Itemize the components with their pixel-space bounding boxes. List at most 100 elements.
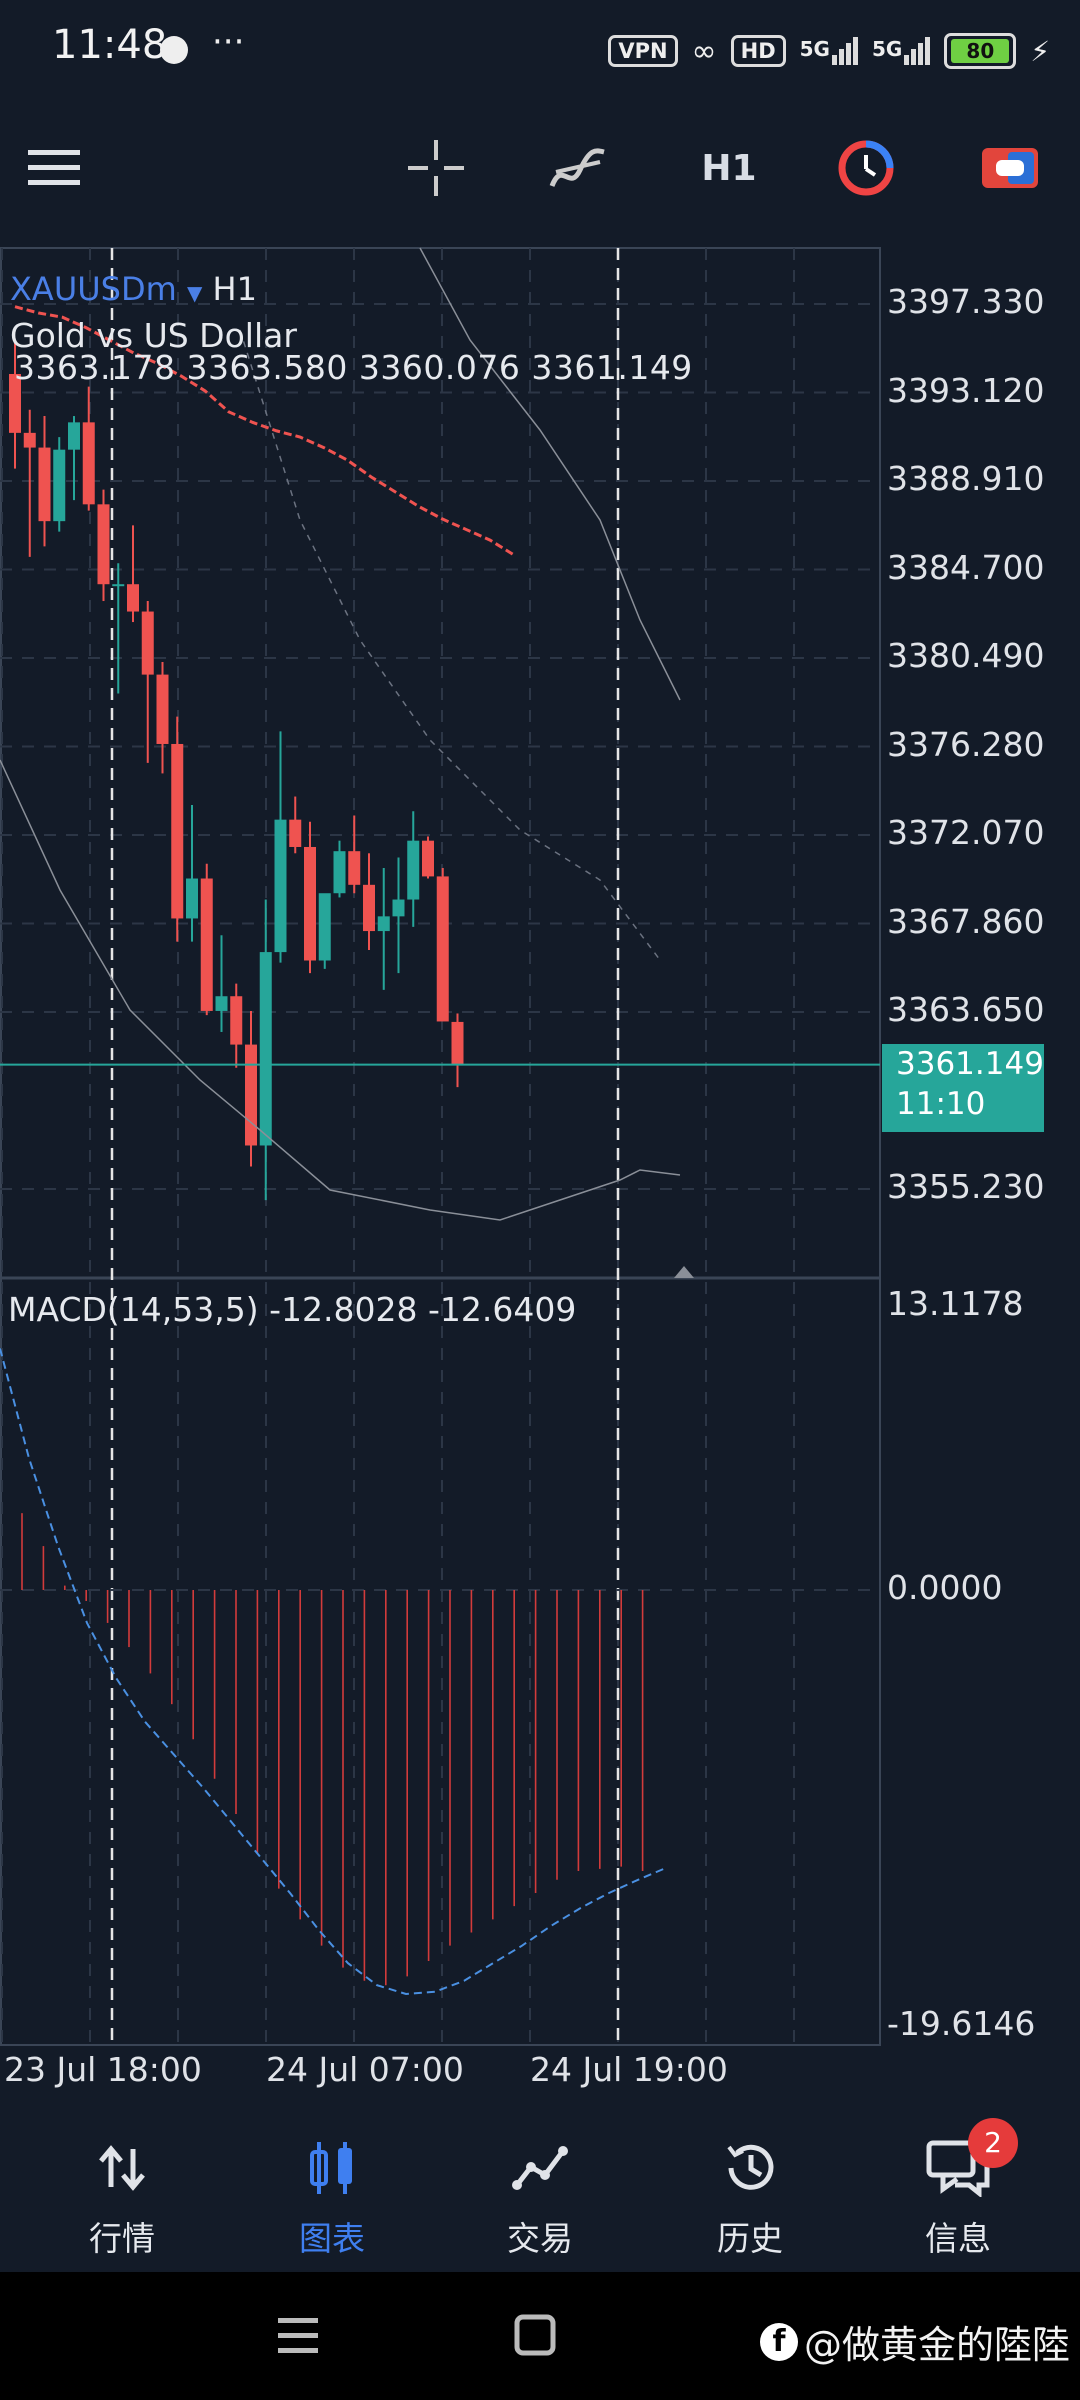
one-click-trading-icon[interactable] [980, 140, 1040, 196]
candle-body [333, 851, 346, 894]
candle-body [23, 432, 36, 448]
nav-history-label: 历史 [717, 2219, 783, 2258]
candle [186, 804, 198, 942]
candle [377, 868, 390, 990]
candle [200, 863, 213, 1016]
candle [333, 840, 346, 898]
candle-body [230, 996, 243, 1045]
symbol-name[interactable]: XAUUSDm [10, 270, 177, 308]
price-axis-label: 3384.700 [887, 547, 1045, 587]
symbol-dropdown-icon[interactable]: ▼ [186, 281, 203, 305]
candle-body [156, 674, 169, 744]
lower-band-line [0, 759, 681, 1221]
macd-panel [0, 1348, 668, 1995]
candle [127, 525, 139, 623]
price-axis-label: 3376.280 [887, 724, 1045, 764]
scroll-marker [674, 1266, 694, 1278]
menu-icon[interactable] [26, 140, 82, 196]
nav-trade[interactable]: 交易 [470, 2138, 610, 2260]
candle-body [53, 449, 66, 522]
candle-body [348, 851, 361, 885]
timeframe-button[interactable]: H1 [696, 140, 762, 196]
candle-body [289, 819, 302, 847]
battery-level: 80 [951, 39, 1010, 63]
candle-body [9, 374, 21, 433]
home-icon[interactable] [514, 2314, 556, 2360]
crosshair-icon[interactable] [406, 140, 466, 196]
current-price: 3361.149 [896, 1046, 1044, 1082]
candle [274, 731, 287, 963]
candle-body [407, 840, 420, 900]
macd-axis-label: 0.0000 [887, 1568, 1003, 1607]
candle [363, 853, 375, 950]
chart-grid [0, 247, 881, 2046]
price-axis-label: 3363.650 [887, 990, 1045, 1029]
middle-band-line [239, 329, 661, 961]
candle [392, 857, 405, 974]
candle [304, 821, 316, 974]
price-axis-label: 3397.330 [887, 282, 1045, 321]
candle-body [436, 876, 449, 1022]
nav-chart[interactable]: 图表 [262, 2138, 402, 2260]
macd-axis-label: 13.1178 [887, 1284, 1024, 1323]
candle-body [245, 1044, 257, 1146]
chart-overlays [0, 247, 880, 1278]
candle [348, 815, 361, 894]
watermark-text: @做黄金的陸陸 [803, 2323, 1070, 2367]
candle-body [259, 952, 272, 1146]
signal-icon-1: 5G [800, 37, 858, 65]
candle-body [318, 893, 331, 961]
nav-chart-label: 图表 [299, 2219, 365, 2258]
bottom-navigation: 行情 图表 交易 历史 2 信息 [0, 2102, 1080, 2272]
facebook-icon: f [759, 2322, 798, 2361]
charging-icon: ⚡ [1030, 34, 1050, 68]
indicators-icon[interactable] [548, 140, 608, 196]
status-time: 11:48 [52, 22, 168, 68]
upper-band-line [419, 247, 681, 701]
candle [230, 983, 243, 1068]
symbol-header[interactable]: XAUUSDm ▼ H1 [10, 270, 257, 308]
signal-icon-2: 5G [872, 37, 931, 65]
candle [259, 899, 272, 1201]
recent-apps-icon[interactable] [278, 2316, 318, 2360]
candle [407, 811, 420, 927]
nav-history[interactable]: 历史 [680, 2138, 820, 2260]
candle-body [392, 899, 405, 917]
ohlc-values: 3363.178 3363.580 3360.076 3361.149 [14, 348, 693, 387]
watermark: f @做黄金的陸陸 [759, 2314, 1070, 2369]
candle [38, 416, 51, 547]
time-axis-label: 24 Jul 19:00 [530, 2050, 728, 2089]
market-clock-icon[interactable] [836, 140, 896, 196]
current-price-label: 3361.149 11:10 [882, 1044, 1044, 1132]
candle [23, 409, 36, 557]
candle-body [82, 422, 95, 505]
candle [245, 1010, 257, 1167]
candle-body [38, 447, 51, 522]
nav-messages-label: 信息 [925, 2219, 991, 2258]
candle-body [377, 916, 390, 932]
moving-average-line [14, 305, 515, 557]
price-axis-label: 3367.860 [887, 901, 1045, 941]
candle-body [112, 584, 125, 587]
candle [53, 437, 66, 532]
candle [171, 716, 184, 942]
time-axis-label: 24 Jul 07:00 [266, 2050, 464, 2089]
timeframe-label: H1 [701, 147, 757, 189]
candle [289, 796, 302, 854]
chart-icon [262, 2138, 402, 2198]
candle-body [127, 584, 139, 612]
candle-body [215, 996, 228, 1011]
candle-body [171, 743, 184, 919]
macd-axis-label: -19.6146 [887, 2004, 1036, 2043]
price-axis-label: 3355.230 [887, 1167, 1045, 1206]
time-axis-label: 23 Jul 18:00 [4, 2050, 202, 2089]
nav-quotes[interactable]: 行情 [52, 2138, 192, 2260]
symbol-description: Gold vs US Dollar [10, 316, 297, 355]
candle [422, 836, 434, 879]
price-chart[interactable] [0, 0, 1080, 2100]
candle-body [200, 878, 213, 1011]
candle [451, 1013, 464, 1088]
candlesticks [9, 342, 464, 1201]
nav-messages[interactable]: 2 信息 [888, 2118, 1028, 2260]
link-icon: ∞ [691, 33, 717, 69]
